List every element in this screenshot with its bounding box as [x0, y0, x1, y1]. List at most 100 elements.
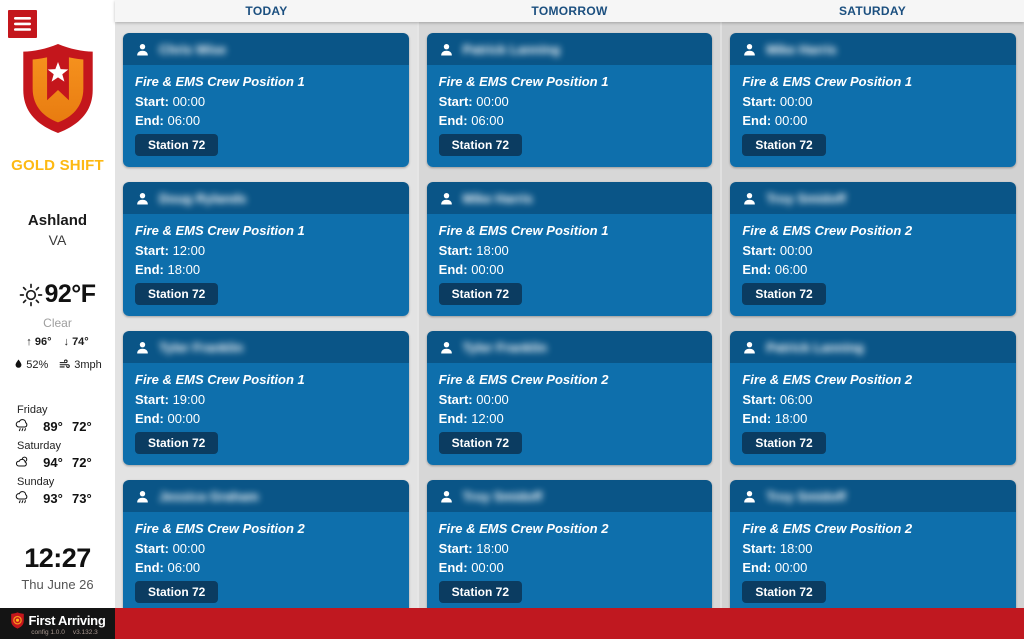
- version-info: config 1.0.0 v3.132.3: [17, 629, 98, 636]
- position-title: Fire & EMS Crew Position 2: [438, 372, 609, 387]
- start-time: Start: 18:00: [438, 541, 509, 556]
- shift-card-body: Fire & EMS Crew Position 1 Start: 00:00 …: [123, 65, 409, 167]
- station-badge: Station 72: [742, 432, 826, 454]
- partly-cloudy-icon: [14, 454, 34, 470]
- shift-card: Doug Rylands Fire & EMS Crew Position 1 …: [123, 182, 409, 316]
- column-today: Chris Wise Fire & EMS Crew Position 1 St…: [115, 22, 417, 614]
- forecast-row-sunday: Sunday 93° 73°: [0, 476, 115, 506]
- shift-card-body: Fire & EMS Crew Position 1 Start: 00:00 …: [426, 65, 713, 167]
- shift-card: Jessica Graham Fire & EMS Crew Position …: [123, 480, 409, 614]
- shift-card-body: Fire & EMS Crew Position 2 Start: 18:00 …: [730, 512, 1017, 614]
- crew-member-name: Troy Smidoff: [766, 488, 846, 504]
- department-shield-logo: [0, 32, 115, 145]
- position-title: Fire & EMS Crew Position 2: [742, 521, 913, 536]
- person-icon: [439, 489, 454, 504]
- footer-bar: First Arriving config 1.0.0 v3.132.3: [0, 608, 1024, 639]
- start-time: Start: 12:00: [135, 243, 206, 258]
- person-icon: [135, 489, 150, 504]
- person-icon: [135, 42, 150, 57]
- station-badge: Station 72: [742, 283, 826, 305]
- shift-card-header: Tyler Franklin: [426, 331, 713, 363]
- shift-card-header: Troy Smidoff: [730, 480, 1017, 512]
- shield-logo-icon: [22, 44, 93, 133]
- person-icon: [135, 191, 150, 206]
- sidebar: GOLD SHIFT Ashland VA 92°F Clear: [0, 0, 115, 608]
- column-header-today: TODAY: [245, 4, 288, 18]
- rain-icon: [14, 490, 34, 506]
- start-time: Start: 00:00: [742, 94, 813, 109]
- end-time: End: 12:00: [438, 411, 504, 426]
- shift-card: Tyler Franklin Fire & EMS Crew Position …: [123, 331, 409, 465]
- person-icon: [135, 340, 150, 355]
- weather-condition: Clear: [43, 316, 72, 330]
- shift-card: Mike Harris Fire & EMS Crew Position 1 S…: [730, 33, 1017, 167]
- content-row: GOLD SHIFT Ashland VA 92°F Clear: [0, 0, 1024, 614]
- shift-card: Patrick Lanning Fire & EMS Crew Position…: [730, 331, 1017, 465]
- first-arriving-brand: First Arriving config 1.0.0 v3.132.3: [0, 608, 115, 639]
- wind-icon: [58, 358, 72, 371]
- crew-member-name: Jessica Graham: [159, 488, 259, 504]
- end-time: End: 18:00: [742, 411, 808, 426]
- shift-card-header: Tyler Franklin: [123, 331, 409, 363]
- position-title: Fire & EMS Crew Position 2: [742, 223, 913, 238]
- person-icon: [742, 191, 757, 206]
- station-badge: Station 72: [438, 134, 523, 156]
- station-badge: Station 72: [438, 581, 523, 603]
- low-temp: ↓ 74°: [63, 336, 89, 348]
- end-time: End: 00:00: [742, 113, 808, 128]
- shift-card: Patrick Lanning Fire & EMS Crew Position…: [426, 33, 713, 167]
- config-version: config 1.0.0: [31, 628, 65, 636]
- shift-card: Chris Wise Fire & EMS Crew Position 1 St…: [123, 33, 409, 167]
- menu-button[interactable]: [8, 10, 37, 38]
- end-time: End: 00:00: [438, 262, 504, 277]
- crew-member-name: Mike Harris: [766, 41, 837, 57]
- high-low-temps: ↑ 96° ↓ 74°: [0, 336, 115, 348]
- down-arrow-icon: ↓: [63, 336, 70, 348]
- start-time: Start: 00:00: [438, 94, 509, 109]
- station-badge: Station 72: [742, 134, 826, 156]
- shift-card: Troy Smidoff Fire & EMS Crew Position 2 …: [426, 480, 713, 614]
- crew-member-name: Patrick Lanning: [766, 339, 864, 355]
- end-time: End: 06:00: [135, 113, 201, 128]
- position-title: Fire & EMS Crew Position 1: [742, 74, 913, 89]
- column-saturday: Mike Harris Fire & EMS Crew Position 1 S…: [720, 22, 1024, 614]
- column-tomorrow: Patrick Lanning Fire & EMS Crew Position…: [416, 22, 721, 614]
- station-badge: Station 72: [135, 581, 219, 603]
- column-headers: TODAY TOMORROW SATURDAY: [115, 0, 1024, 22]
- station-badge: Station 72: [135, 134, 219, 156]
- high-temp: ↑ 96°: [26, 336, 52, 348]
- start-time: Start: 19:00: [135, 392, 206, 407]
- end-time: End: 00:00: [135, 411, 201, 426]
- position-title: Fire & EMS Crew Position 1: [438, 223, 609, 238]
- start-time: Start: 00:00: [135, 541, 206, 556]
- position-title: Fire & EMS Crew Position 2: [438, 521, 609, 536]
- shift-card-body: Fire & EMS Crew Position 1 Start: 00:00 …: [730, 65, 1017, 167]
- shift-card: Troy Smidoff Fire & EMS Crew Position 2 …: [730, 480, 1017, 614]
- forecast-row-friday: Friday 89° 72°: [0, 404, 115, 434]
- start-time: Start: 00:00: [135, 94, 206, 109]
- clock-date: Thu June 26: [21, 577, 94, 592]
- station-badge: Station 72: [438, 283, 523, 305]
- station-badge: Station 72: [135, 432, 219, 454]
- position-title: Fire & EMS Crew Position 2: [742, 372, 913, 387]
- shift-card-body: Fire & EMS Crew Position 1 Start: 19:00 …: [123, 363, 409, 465]
- shift-card-header: Chris Wise: [123, 33, 409, 65]
- crew-member-name: Tyler Franklin: [462, 339, 547, 355]
- humidity: 52%: [13, 358, 48, 371]
- crew-member-name: Mike Harris: [462, 190, 533, 206]
- end-time: End: 18:00: [135, 262, 201, 277]
- person-icon: [742, 489, 757, 504]
- start-time: Start: 18:00: [742, 541, 813, 556]
- shift-card-body: Fire & EMS Crew Position 2 Start: 18:00 …: [426, 512, 713, 614]
- position-title: Fire & EMS Crew Position 1: [135, 74, 305, 89]
- position-title: Fire & EMS Crew Position 1: [438, 74, 609, 89]
- shift-card-header: Patrick Lanning: [426, 33, 713, 65]
- shift-label: GOLD SHIFT: [11, 157, 104, 174]
- clock-time: 12:27: [24, 543, 91, 573]
- crew-member-name: Troy Smidoff: [766, 190, 846, 206]
- app-version: v3.132.3: [72, 628, 98, 636]
- column-header-tomorrow: TOMORROW: [531, 4, 608, 18]
- position-title: Fire & EMS Crew Position 1: [135, 223, 305, 238]
- schedule-board: TODAY TOMORROW SATURDAY Chris Wise Fire …: [115, 0, 1024, 614]
- forecast-row-saturday: Saturday 94° 72°: [0, 440, 115, 470]
